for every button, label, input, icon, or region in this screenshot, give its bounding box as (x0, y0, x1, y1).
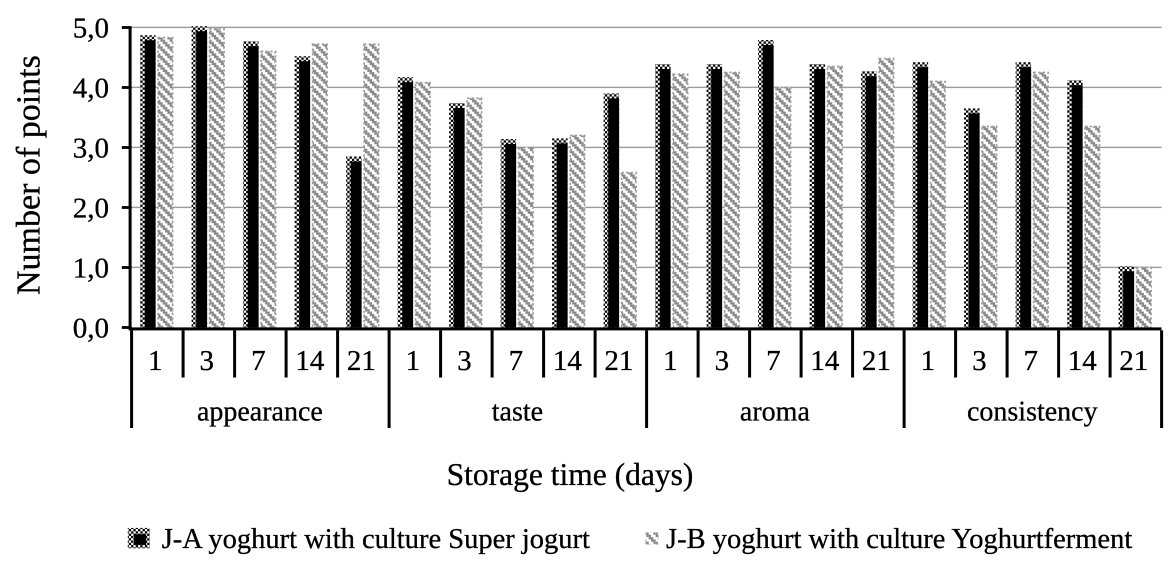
svg-text:14: 14 (1068, 345, 1098, 377)
svg-text:21: 21 (1119, 345, 1148, 377)
svg-text:J-A yoghurt with culture Super: J-A yoghurt with culture Super jogurt (162, 524, 590, 555)
svg-text:consistency: consistency (967, 397, 1098, 428)
svg-text:3: 3 (457, 345, 472, 377)
svg-text:14: 14 (295, 345, 325, 377)
svg-text:1: 1 (663, 345, 678, 377)
svg-text:Storage time (days): Storage time (days) (447, 457, 694, 492)
svg-text:7: 7 (1024, 345, 1039, 377)
svg-text:21: 21 (347, 345, 376, 377)
svg-text:2,0: 2,0 (73, 192, 109, 224)
svg-text:appearance: appearance (197, 397, 323, 428)
svg-text:Number of points: Number of points (11, 55, 48, 295)
svg-text:1: 1 (921, 345, 936, 377)
svg-text:14: 14 (553, 345, 583, 377)
svg-text:7: 7 (766, 345, 781, 377)
svg-text:14: 14 (810, 345, 840, 377)
svg-text:taste: taste (492, 397, 543, 428)
svg-text:4,0: 4,0 (73, 72, 109, 104)
svg-text:J-B yoghurt with culture Yoghu: J-B yoghurt with culture Yoghurtferment (666, 524, 1132, 555)
svg-text:aroma: aroma (740, 397, 811, 428)
svg-text:3,0: 3,0 (73, 132, 109, 164)
svg-text:21: 21 (862, 345, 891, 377)
svg-text:1: 1 (406, 345, 421, 377)
svg-text:3: 3 (972, 345, 987, 377)
svg-text:7: 7 (251, 345, 266, 377)
svg-text:3: 3 (200, 345, 215, 377)
svg-text:3: 3 (715, 345, 730, 377)
svg-text:7: 7 (509, 345, 524, 377)
svg-text:1,0: 1,0 (73, 252, 109, 284)
svg-text:1: 1 (148, 345, 163, 377)
svg-text:5,0: 5,0 (73, 12, 109, 44)
svg-text:21: 21 (604, 345, 633, 377)
svg-text:0,0: 0,0 (73, 312, 109, 344)
